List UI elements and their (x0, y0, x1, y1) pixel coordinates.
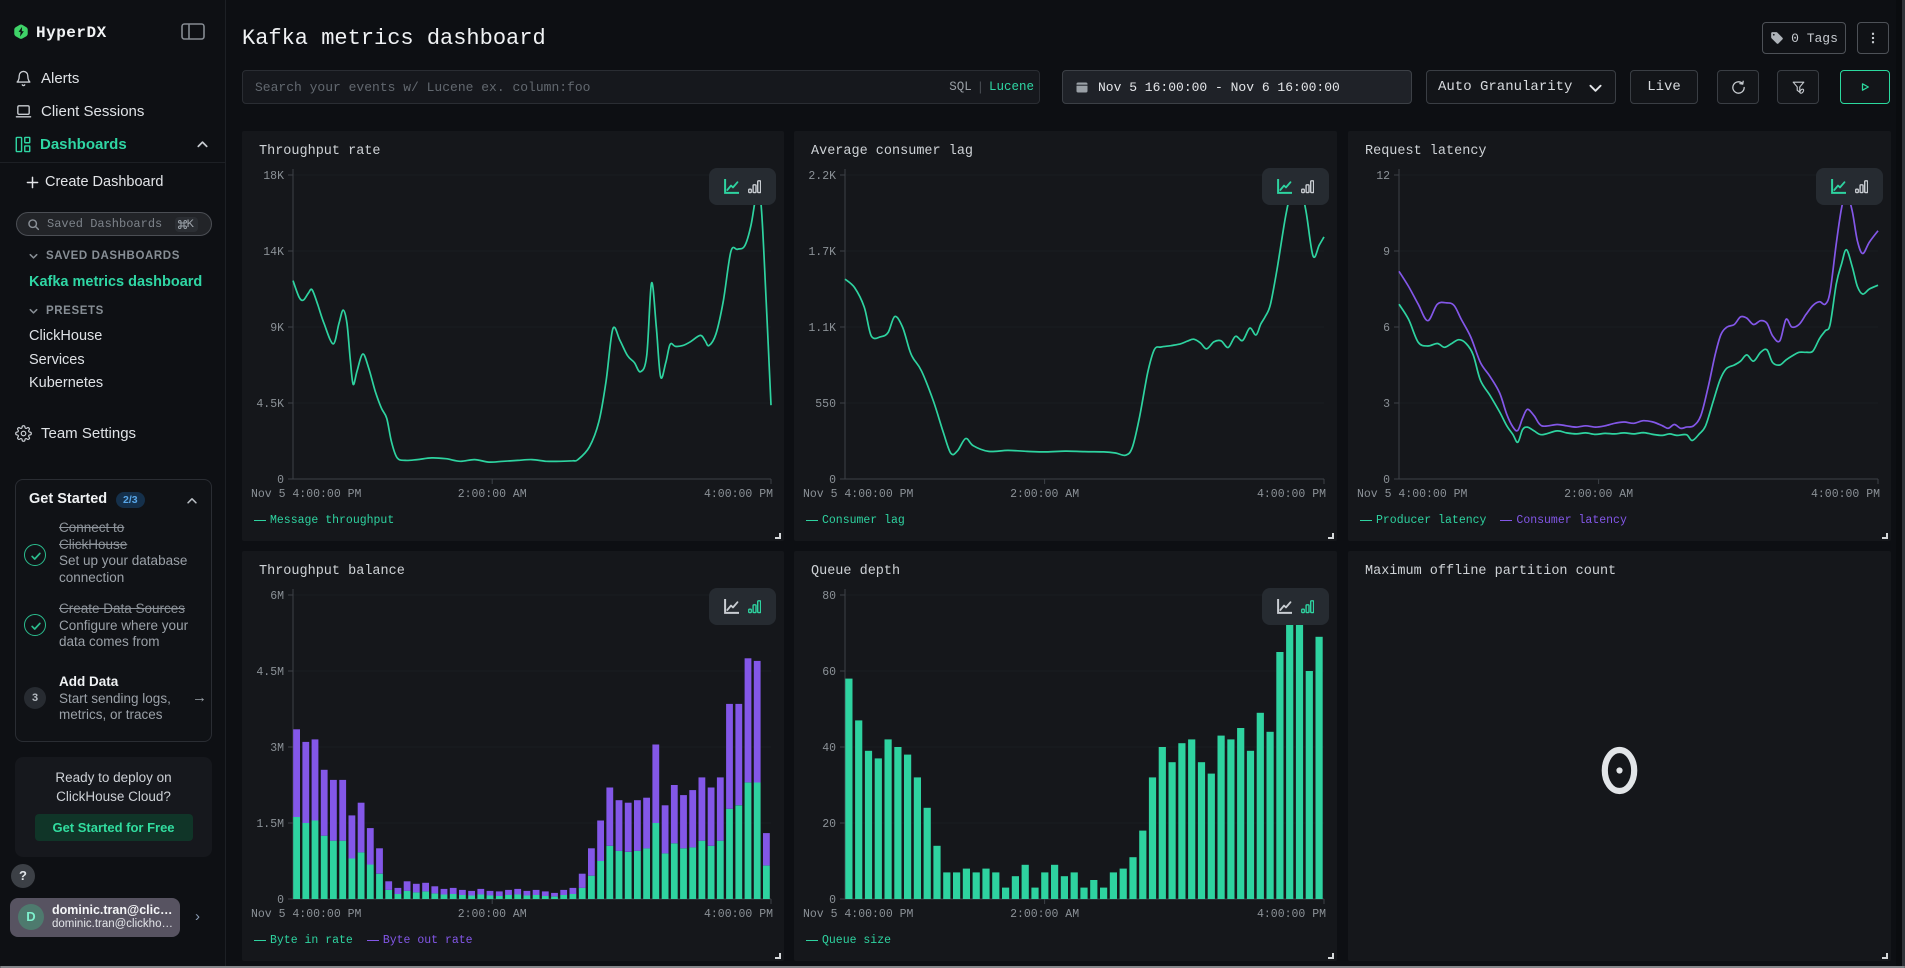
svg-text:12: 12 (1376, 170, 1390, 183)
svg-text:0: 0 (829, 894, 836, 907)
svg-text:4:00:00 PM: 4:00:00 PM (704, 908, 773, 921)
svg-text:0: 0 (1383, 474, 1390, 487)
svg-text:Nov 5 4:00:00 PM: Nov 5 4:00:00 PM (251, 908, 362, 921)
svg-text:4:00:00 PM: 4:00:00 PM (1257, 488, 1326, 501)
svg-text:4.5M: 4.5M (256, 666, 284, 679)
svg-text:Nov 5 4:00:00 PM: Nov 5 4:00:00 PM (1357, 488, 1468, 501)
svg-text:18K: 18K (263, 170, 284, 183)
svg-text:2:00:00 AM: 2:00:00 AM (1010, 908, 1079, 921)
svg-text:6M: 6M (270, 590, 284, 603)
svg-text:0: 0 (829, 474, 836, 487)
svg-text:2:00:00 AM: 2:00:00 AM (1010, 488, 1079, 501)
svg-text:2.2K: 2.2K (808, 170, 836, 183)
svg-text:20: 20 (822, 818, 836, 831)
svg-text:40: 40 (822, 742, 836, 755)
svg-text:1.1K: 1.1K (808, 322, 836, 335)
svg-text:3: 3 (1383, 398, 1390, 411)
svg-text:2:00:00 AM: 2:00:00 AM (458, 488, 527, 501)
svg-text:Nov 5 4:00:00 PM: Nov 5 4:00:00 PM (251, 488, 362, 501)
svg-text:2:00:00 AM: 2:00:00 AM (458, 908, 527, 921)
svg-text:0: 0 (277, 894, 284, 907)
svg-text:0: 0 (277, 474, 284, 487)
svg-text:9: 9 (1383, 246, 1390, 259)
svg-text:2:00:00 AM: 2:00:00 AM (1564, 488, 1633, 501)
svg-text:14K: 14K (263, 246, 284, 259)
svg-text:3M: 3M (270, 742, 284, 755)
svg-text:9K: 9K (270, 322, 284, 335)
svg-text:4:00:00 PM: 4:00:00 PM (1257, 908, 1326, 921)
svg-text:Nov 5 4:00:00 PM: Nov 5 4:00:00 PM (803, 488, 914, 501)
svg-text:1.7K: 1.7K (808, 246, 836, 259)
svg-text:550: 550 (815, 398, 836, 411)
svg-text:Nov 5 4:00:00 PM: Nov 5 4:00:00 PM (803, 908, 914, 921)
svg-text:6: 6 (1383, 322, 1390, 335)
svg-text:4:00:00 PM: 4:00:00 PM (1811, 488, 1880, 501)
svg-text:60: 60 (822, 666, 836, 679)
svg-text:80: 80 (822, 590, 836, 603)
svg-text:4:00:00 PM: 4:00:00 PM (704, 488, 773, 501)
svg-text:1.5M: 1.5M (256, 818, 284, 831)
svg-text:4.5K: 4.5K (256, 398, 284, 411)
